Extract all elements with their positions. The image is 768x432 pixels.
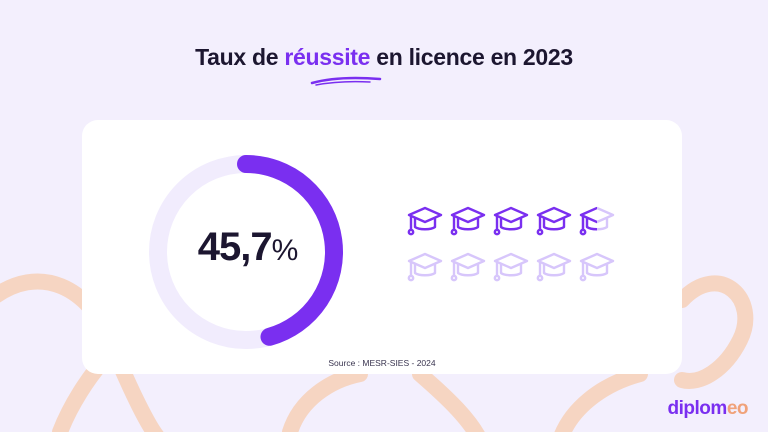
graduation-cap-icon [493,206,529,236]
source-note: Source : MESR-SIES - 2024 [328,358,436,368]
graduation-cap-icon [493,252,529,282]
title-underline [310,76,382,86]
graduation-cap-icon [579,252,615,282]
page-title: Taux de réussite en licence en 2023 [0,44,768,71]
title-after: en licence en 2023 [376,44,573,70]
donut-value-arc [237,155,343,346]
graduation-cap-icon [579,206,615,236]
title-before: Taux de [195,44,279,70]
rate-number: 45,7 [197,225,273,269]
graduation-cap-icon [536,206,572,236]
rate-unit: % [271,234,299,267]
logo-main: diplom [667,398,728,419]
graduation-cap-icon [407,206,443,236]
logo-accent: eo [726,398,749,419]
graduation-caps-grid [407,206,615,282]
graduation-cap-icon [536,252,572,282]
diplomeo-logo: diplomeo [667,398,749,420]
donut-chart [149,155,343,349]
chart-card [82,120,682,374]
rate-value: 45,7% [148,225,348,270]
title-highlight: réussite [284,44,371,70]
graduation-cap-icon [450,252,486,282]
graduation-cap-icon [450,206,486,236]
graduation-cap-icon [407,252,443,282]
